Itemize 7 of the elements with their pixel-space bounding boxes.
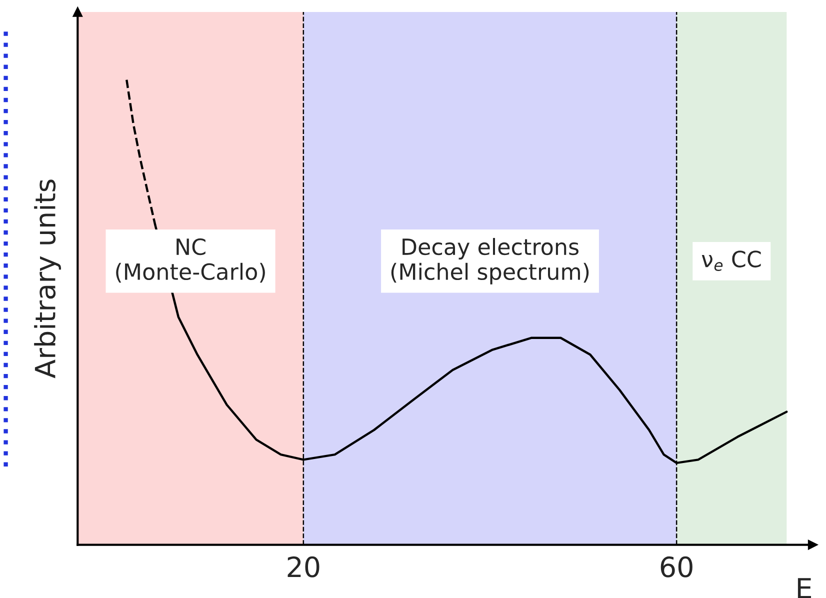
- x-axis-title: E: [798, 578, 812, 598]
- y-axis-title: Arbitrary units: [34, 180, 61, 378]
- band-label: Decay electrons (Michel spectrum): [391, 238, 589, 284]
- x-tick-label: 60: [660, 556, 692, 578]
- band-label: ν$_{e}$ CC: [702, 250, 761, 271]
- x-tick-label: 20: [288, 556, 320, 578]
- band-label: NC (Monte-Carlo): [116, 238, 265, 283]
